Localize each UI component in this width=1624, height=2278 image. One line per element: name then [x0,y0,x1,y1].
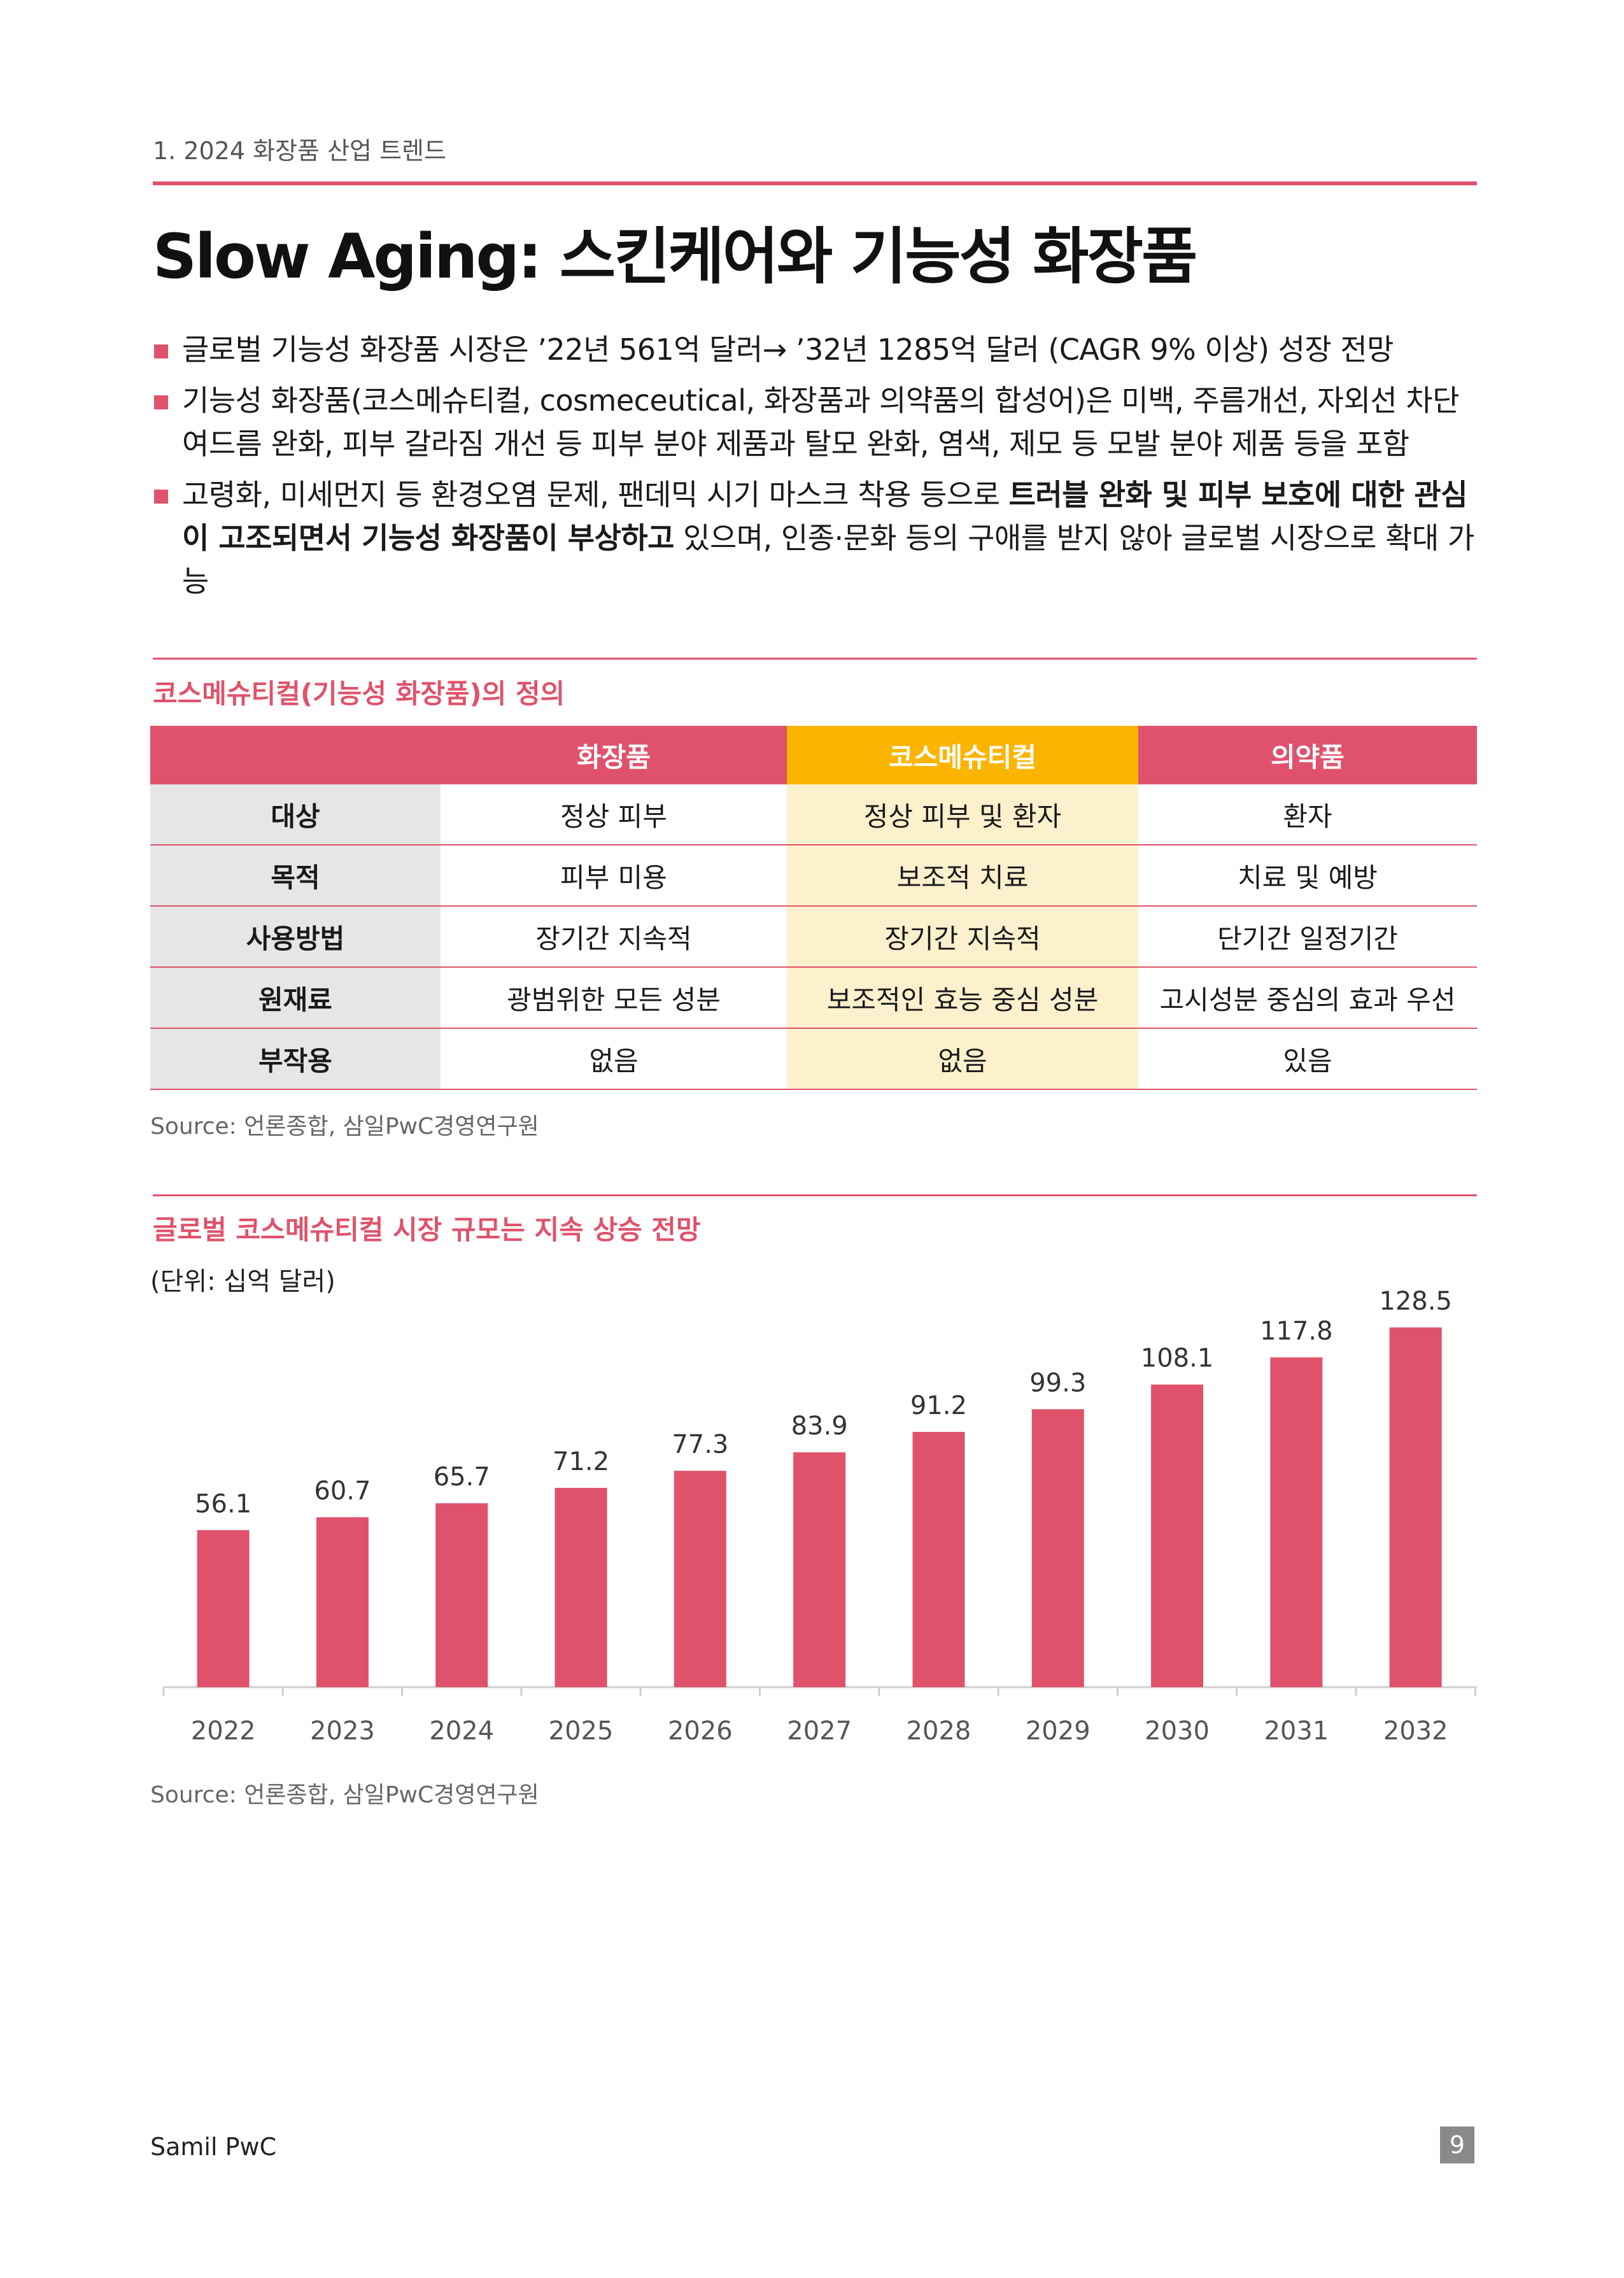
chart-title: 글로벌 코스메슈티컬 시장 규모는 지속 상승 전망 [153,1214,701,1245]
chart-source: Source: 언론종합, 삼일PwC경영연구원 [150,1782,539,1808]
bar-2030 [1151,1384,1204,1687]
table-cell: 고시성분 중심의 효과 우선 [1138,967,1477,1029]
data-label-2023: 60.7 [314,1476,371,1506]
table-cell: 보조적 치료 [787,845,1138,907]
x-tick-label-2024: 2024 [429,1716,494,1746]
table-cell: 치료 및 예방 [1138,845,1477,907]
data-label-2028: 91.2 [910,1391,967,1420]
table-row: 부작용 없음 없음 있음 [150,1028,1477,1090]
x-tick-label-2030: 2030 [1145,1716,1210,1746]
bar-2024 [435,1503,488,1687]
row-header: 원재료 [150,967,441,1029]
table-cell: 보조적인 효능 중심 성분 [787,967,1138,1029]
data-label-2026: 77.3 [672,1430,728,1459]
data-label-2031: 117.8 [1260,1317,1333,1346]
section-label: 1. 2024 화장품 산업 트렌드 [153,137,446,165]
header-rule [153,181,1477,185]
bullet-emphasis: 트러블 완화 및 피부 보호에 대한 관심이 고조되면서 기능성 화장품이 부상… [182,478,1468,555]
data-label-2022: 56.1 [195,1489,251,1518]
chart-rule [153,1194,1477,1196]
bar-2032 [1389,1327,1442,1687]
bar-2022 [197,1530,250,1687]
x-tick-label-2028: 2028 [907,1716,971,1746]
market-bar-chart: 56.1 2022 60.7 2023 65.7 2024 71.2 2025 77.3 2026… [162,1287,1477,1746]
x-tick-label-2025: 2025 [549,1716,614,1746]
table-row: 목적 피부 미용 보조적 치료 치료 및 예방 [150,845,1477,907]
x-tick-label-2023: 2023 [310,1716,375,1746]
table-header-blank [150,726,441,784]
x-tick-label-2031: 2031 [1264,1716,1329,1746]
x-tick-label-2032: 2032 [1383,1716,1448,1746]
row-header: 목적 [150,845,441,907]
definition-table: 화장품 코스메슈티컬 의약품 대상 정상 피부 정상 피부 및 환자 환자 목적… [150,726,1477,1090]
bullet-text: 글로벌 기능성 화장품 시장은 ’22년 561억 달러→ ’32년 1285억… [182,332,1394,367]
table-row: 대상 정상 피부 정상 피부 및 환자 환자 [150,784,1477,845]
row-header: 사용방법 [150,906,441,968]
table-cell: 피부 미용 [441,845,787,907]
x-tick-label-2022: 2022 [191,1716,256,1746]
table-cell: 장기간 지속적 [441,906,787,968]
row-header: 부작용 [150,1028,441,1090]
bullet-list: 글로벌 기능성 화장품 시장은 ’22년 561억 달러→ ’32년 1285억… [153,328,1477,611]
table-source: Source: 언론종합, 삼일PwC경영연구원 [150,1114,539,1140]
chart-unit: (단위: 십억 달러) [150,1267,335,1296]
bar-2029 [1031,1409,1084,1687]
table-cell: 단기간 일정기간 [1138,906,1477,968]
table-cell: 정상 피부 및 환자 [787,784,1138,845]
table-cell: 환자 [1138,784,1477,845]
page-number: 9 [1440,2126,1474,2163]
definition-rule [153,658,1477,660]
data-label-2024: 65.7 [434,1462,490,1492]
bullet-item-2: 기능성 화장품(코스메슈티컬, cosmeceutical, 화장품과 의약품의… [153,379,1477,465]
table-row: 사용방법 장기간 지속적 장기간 지속적 단기간 일정기간 [150,906,1477,968]
table-cell: 없음 [787,1028,1138,1090]
x-tick-label-2027: 2027 [787,1716,852,1746]
table-header-medicine: 의약품 [1138,726,1477,784]
table-cell: 정상 피부 [441,784,787,845]
bullet-text: 기능성 화장품(코스메슈티컬, cosmeceutical, 화장품과 의약품의… [182,383,1460,461]
row-header: 대상 [150,784,441,845]
table-header-cosmetics: 화장품 [441,726,787,784]
table-cell: 없음 [441,1028,787,1090]
table-cell: 장기간 지속적 [787,906,1138,968]
data-label-2027: 83.9 [791,1411,848,1441]
table-cell: 있음 [1138,1028,1477,1090]
data-label-2025: 71.2 [553,1447,609,1476]
bar-2027 [793,1452,846,1687]
data-label-2032: 128.5 [1379,1287,1452,1316]
table-header-row: 화장품 코스메슈티컬 의약품 [150,726,1477,784]
bullet-item-1: 글로벌 기능성 화장품 시장은 ’22년 561억 달러→ ’32년 1285억… [153,328,1477,371]
data-label-2029: 99.3 [1029,1368,1086,1397]
bar-2026 [674,1471,726,1687]
bullet-text: 고령화, 미세먼지 등 환경오염 문제, 팬데믹 시기 마스크 착용 등으로 [182,478,1009,512]
table-header-cosmeceutical: 코스메슈티컬 [787,726,1138,784]
bar-2023 [316,1517,369,1687]
bar-2028 [912,1432,965,1687]
footer-brand: Samil PwC [150,2133,277,2161]
bar-2031 [1270,1357,1323,1687]
data-label-2030: 108.1 [1141,1344,1214,1373]
bullet-item-3: 고령화, 미세먼지 등 환경오염 문제, 팬데믹 시기 마스크 착용 등으로 트… [153,473,1477,603]
x-tick-label-2029: 2029 [1026,1716,1091,1746]
x-tick-label-2026: 2026 [668,1716,733,1746]
bullet-text-end: 있으며, 인종·문화 등의 구애를 받지 않아 글로벌 시장으로 확대 가능 [182,521,1474,598]
definition-title: 코스메슈티컬(기능성 화장품)의 정의 [153,678,565,709]
table-cell: 광범위한 모든 성분 [441,967,787,1029]
table-row: 원재료 광범위한 모든 성분 보조적인 효능 중심 성분 고시성분 중심의 효과… [150,967,1477,1029]
bar-2025 [554,1487,607,1687]
page-title: Slow Aging: 스킨케어와 기능성 화장품 [153,221,1197,292]
